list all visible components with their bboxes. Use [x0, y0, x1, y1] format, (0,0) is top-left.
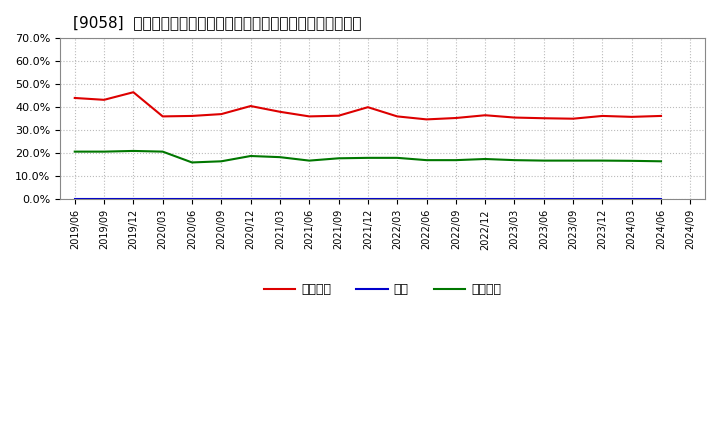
売上債権 [657, 113, 665, 118]
買入債務 [71, 149, 79, 154]
在庫 [627, 196, 636, 202]
売上債権 [569, 116, 577, 121]
売上債権 [305, 114, 314, 119]
売上債権 [100, 97, 109, 103]
Text: [9058]  売上債権、在庫、買入債務の総資産に対する比率の推移: [9058] 売上債権、在庫、買入債務の総資産に対する比率の推移 [73, 15, 361, 30]
売上債権 [246, 103, 255, 109]
買入債務 [276, 154, 284, 160]
在庫 [657, 196, 665, 202]
在庫 [364, 196, 372, 202]
在庫 [158, 196, 167, 202]
買入債務 [129, 148, 138, 154]
売上債権 [129, 90, 138, 95]
在庫 [217, 196, 225, 202]
Legend: 売上債権, 在庫, 買入債務: 売上債権, 在庫, 買入債務 [258, 278, 506, 301]
在庫 [100, 196, 109, 202]
在庫 [129, 196, 138, 202]
買入債務 [393, 155, 402, 161]
在庫 [276, 196, 284, 202]
買入債務 [246, 154, 255, 159]
買入債務 [627, 158, 636, 164]
買入債務 [100, 149, 109, 154]
買入債務 [364, 155, 372, 161]
在庫 [510, 196, 519, 202]
売上債権 [481, 113, 490, 118]
売上債権 [451, 115, 460, 121]
在庫 [334, 196, 343, 202]
買入債務 [217, 159, 225, 164]
買入債務 [510, 158, 519, 163]
売上債権 [217, 111, 225, 117]
Line: 買入債務: 買入債務 [75, 151, 661, 162]
買入債務 [158, 149, 167, 154]
在庫 [422, 196, 431, 202]
買入債務 [305, 158, 314, 163]
売上債権 [71, 95, 79, 101]
売上債権 [364, 105, 372, 110]
買入債務 [539, 158, 548, 163]
在庫 [393, 196, 402, 202]
売上債権 [598, 113, 607, 118]
在庫 [598, 196, 607, 202]
売上債権 [393, 114, 402, 119]
売上債権 [539, 116, 548, 121]
買入債務 [188, 160, 197, 165]
買入債務 [334, 156, 343, 161]
在庫 [246, 196, 255, 202]
売上債権 [627, 114, 636, 120]
在庫 [305, 196, 314, 202]
在庫 [539, 196, 548, 202]
売上債権 [158, 114, 167, 119]
在庫 [451, 196, 460, 202]
売上債権 [422, 117, 431, 122]
在庫 [569, 196, 577, 202]
買入債務 [481, 156, 490, 161]
買入債務 [451, 158, 460, 163]
Line: 売上債権: 売上債権 [75, 92, 661, 119]
買入債務 [657, 159, 665, 164]
在庫 [188, 196, 197, 202]
買入債務 [598, 158, 607, 163]
売上債権 [276, 109, 284, 114]
買入債務 [569, 158, 577, 163]
売上債権 [334, 113, 343, 118]
売上債権 [188, 113, 197, 118]
買入債務 [422, 158, 431, 163]
売上債権 [510, 115, 519, 120]
在庫 [481, 196, 490, 202]
在庫 [71, 196, 79, 202]
